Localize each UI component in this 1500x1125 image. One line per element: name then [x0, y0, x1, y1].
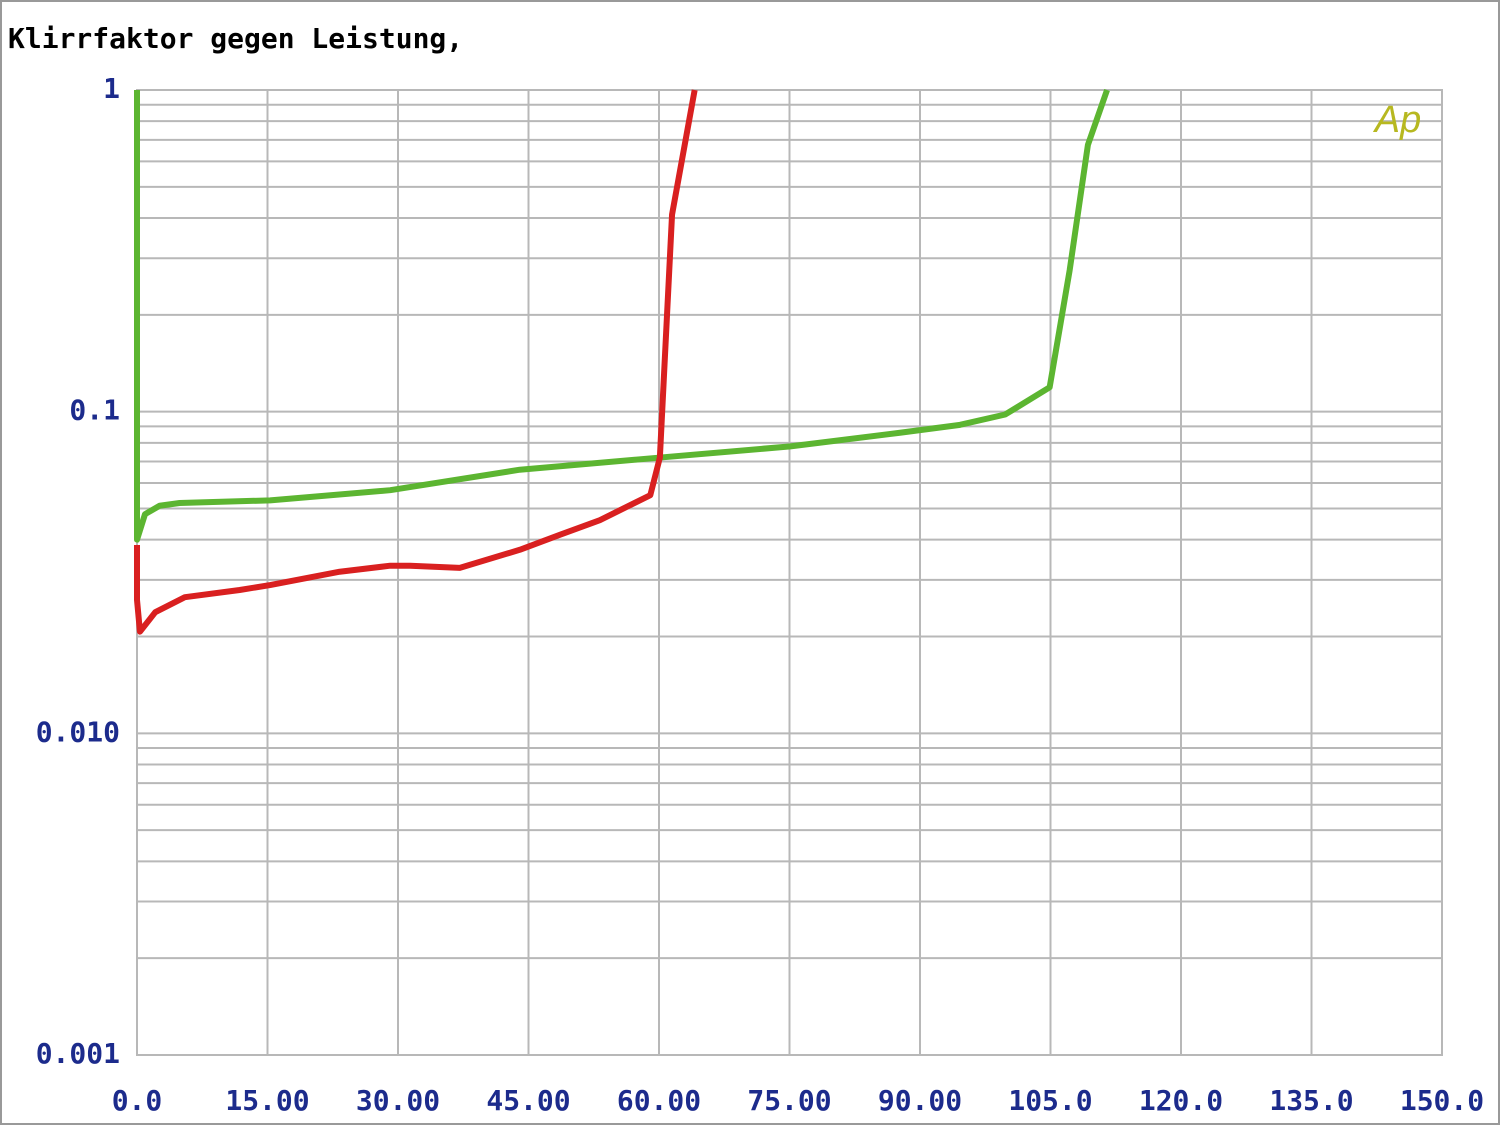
x-tick-label: 135.0 — [1269, 1084, 1353, 1117]
series-line — [134, 89, 698, 635]
y-tick-label: 1 — [103, 72, 120, 105]
x-tick-label: 15.00 — [225, 1084, 309, 1117]
x-tick-label: 120.0 — [1139, 1084, 1223, 1117]
x-tick-label: 0.0 — [112, 1084, 163, 1117]
watermark: Ap — [1373, 99, 1421, 141]
x-tick-label: 75.00 — [747, 1084, 831, 1117]
x-tick-label: 60.00 — [617, 1084, 701, 1117]
x-tick-label: 150.0 — [1400, 1084, 1484, 1117]
y-tick-label: 0.010 — [36, 715, 120, 748]
y-tick-label: 0.1 — [69, 394, 120, 427]
x-tick-label: 30.00 — [356, 1084, 440, 1117]
x-tick-label: 45.00 — [486, 1084, 570, 1117]
chart-title: Klirrfaktor gegen Leistung, — [8, 22, 463, 55]
x-tick-label: 105.0 — [1008, 1084, 1092, 1117]
x-tick-label: 90.00 — [878, 1084, 962, 1117]
y-tick-label: 0.001 — [36, 1037, 120, 1070]
